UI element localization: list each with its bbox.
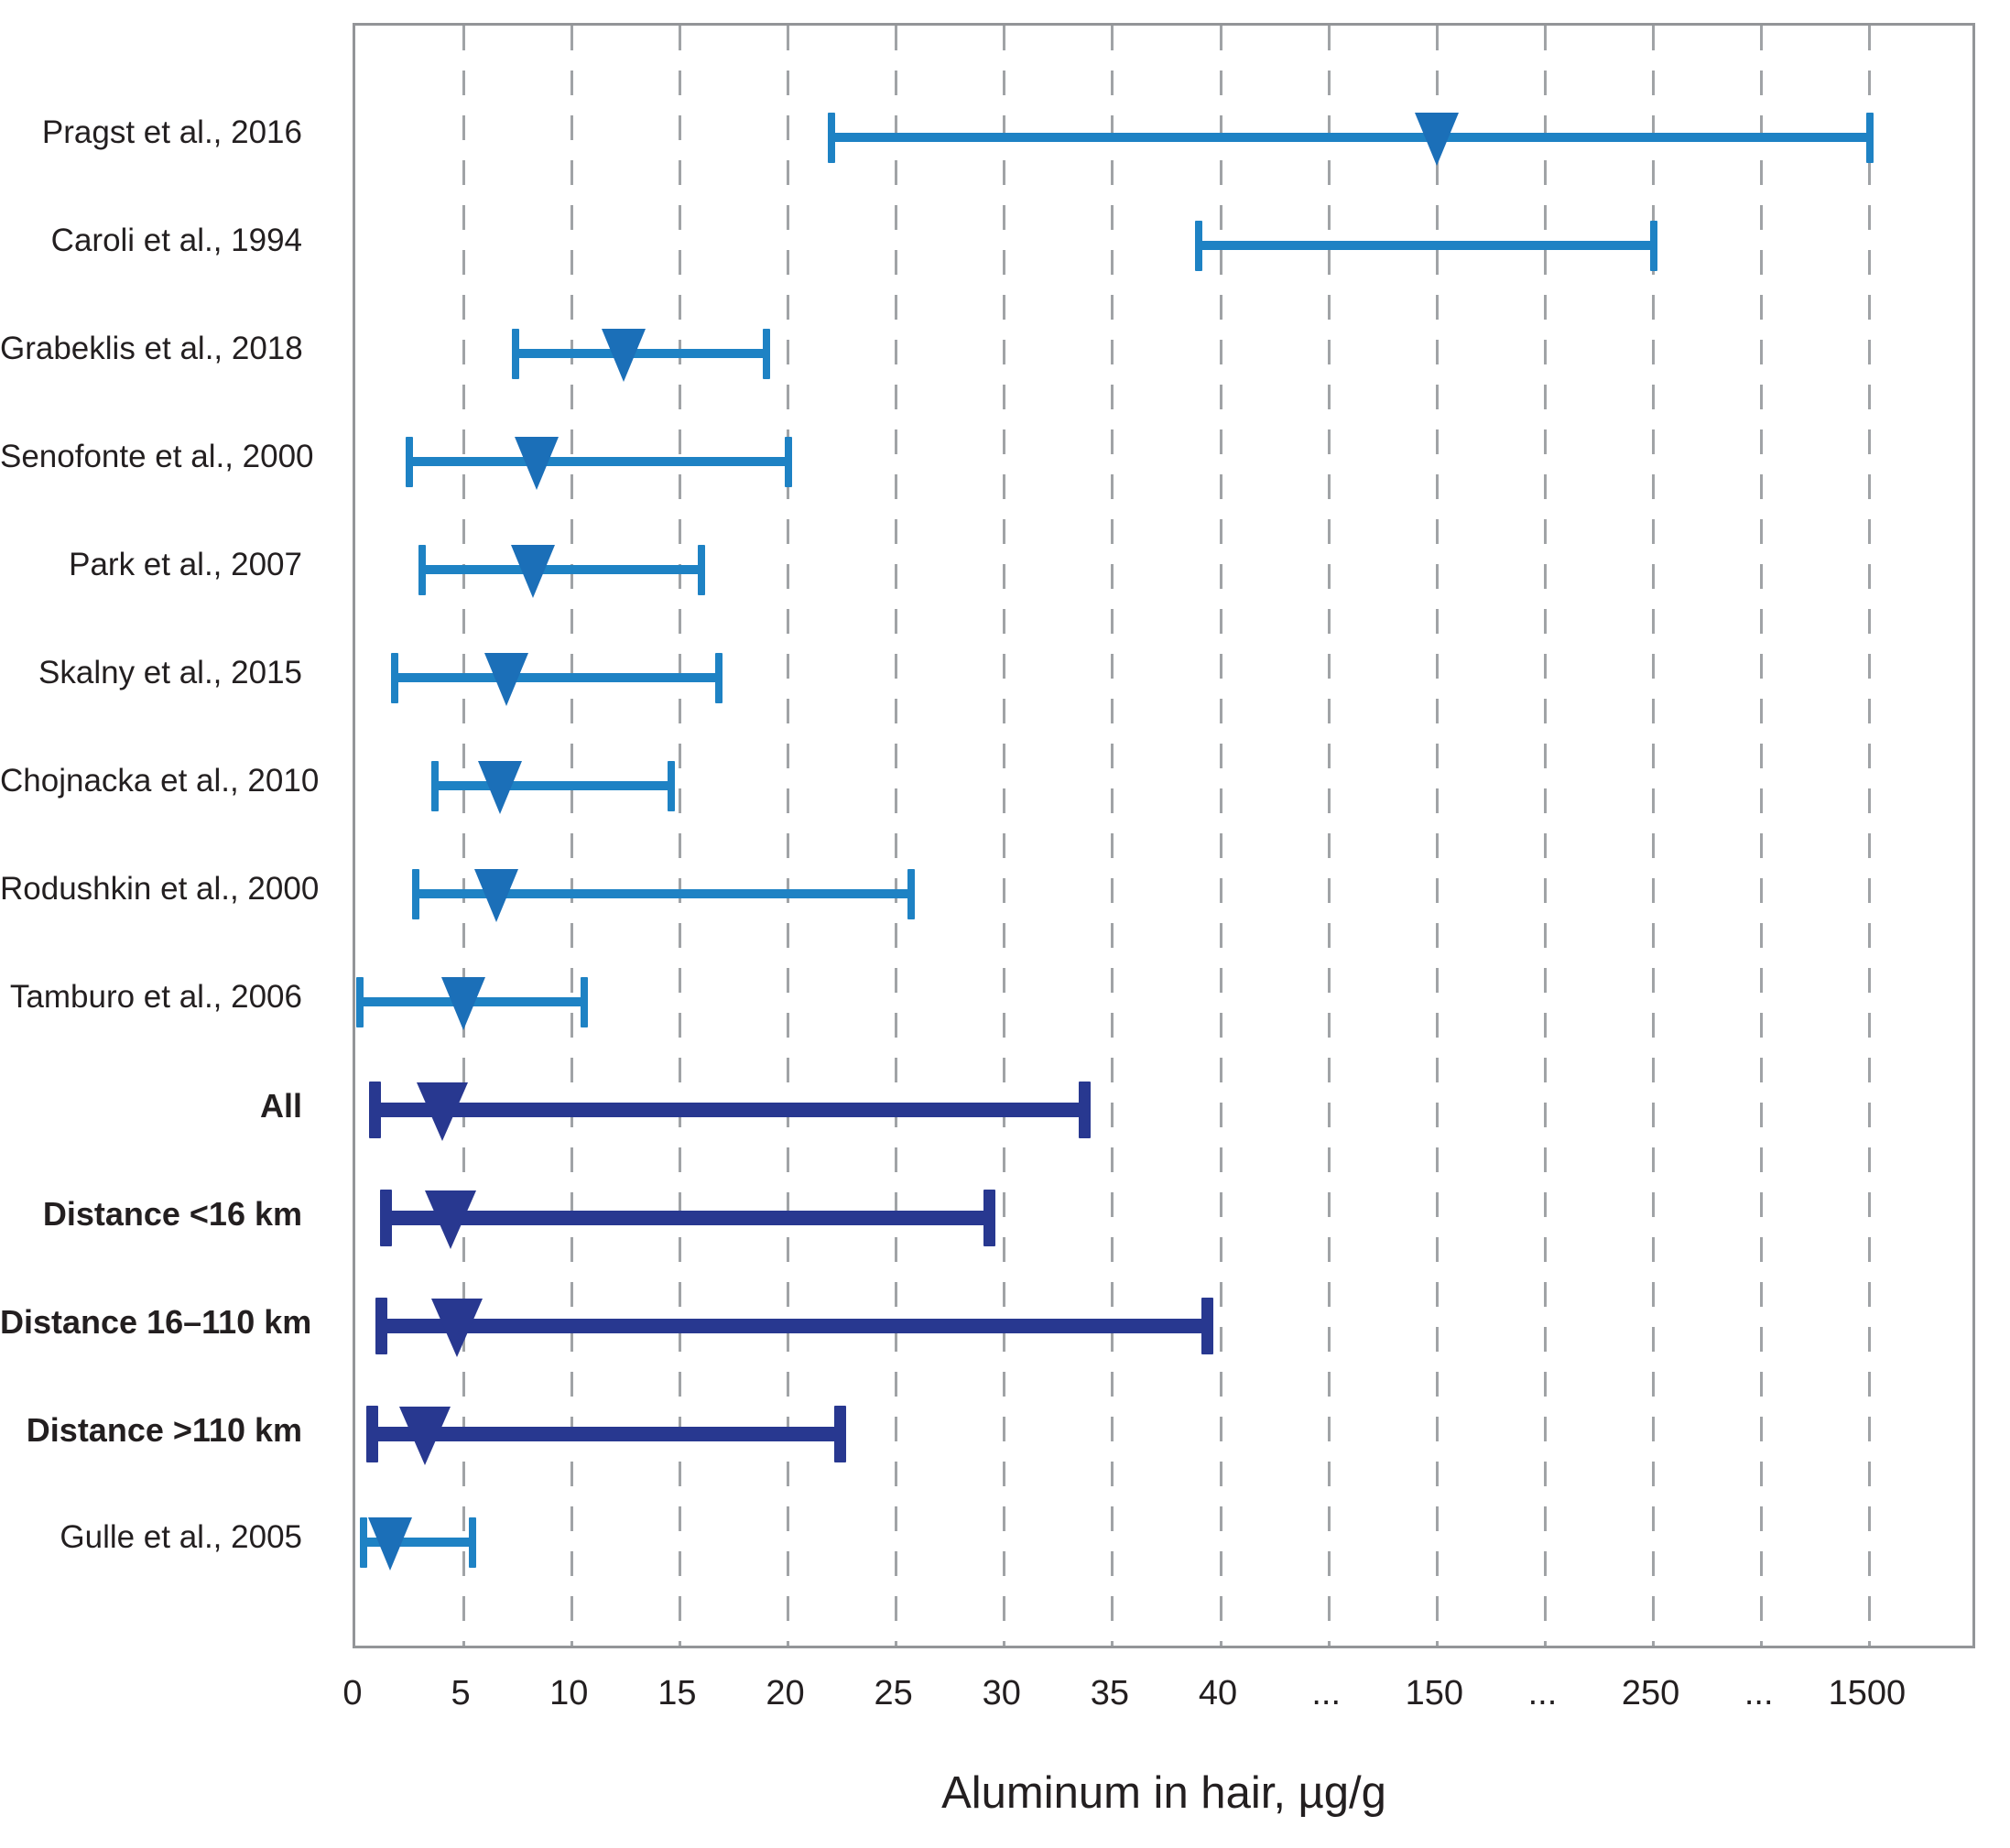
- error-bar-cap-min: [511, 328, 519, 379]
- error-bar-line: [416, 889, 912, 898]
- marker-triangle: [1415, 112, 1460, 166]
- x-tick-label: 40: [1198, 1674, 1238, 1712]
- error-bar-cap-max: [983, 1190, 995, 1246]
- marker-triangle: [431, 1298, 483, 1357]
- error-bar-cap-min: [360, 1516, 368, 1568]
- error-bar-cap-min: [355, 976, 364, 1027]
- row-label: Rodushkin et al., 2000: [0, 871, 320, 907]
- error-bar-cap-min: [406, 436, 414, 487]
- error-bar-line: [409, 457, 788, 466]
- row-label: Caroli et al., 1994: [50, 223, 302, 258]
- marker-triangle: [515, 436, 560, 490]
- error-bar-line: [394, 673, 719, 682]
- error-bar-cap-max: [1865, 112, 1874, 163]
- error-bar-cap-max: [667, 760, 675, 811]
- row-label: Pragst et al., 2016: [41, 114, 302, 150]
- row-label: Distance <16 km: [42, 1195, 302, 1233]
- error-bar-line: [381, 1319, 1208, 1333]
- error-bar-cap-min: [390, 652, 398, 703]
- x-tick-label: ...: [1744, 1674, 1774, 1712]
- row-label: Tamburo et al., 2006: [9, 979, 302, 1015]
- error-bar-cap-max: [1078, 1082, 1091, 1138]
- error-bar-cap-max: [698, 544, 706, 595]
- marker-triangle: [601, 328, 646, 382]
- row-label: Distance 16–110 km: [0, 1303, 312, 1341]
- error-bar-cap-max: [581, 976, 589, 1027]
- error-bar-cap-max: [784, 436, 792, 487]
- error-bar-cap-min: [375, 1298, 387, 1354]
- plot-area: [353, 23, 1975, 1648]
- gridline-250: [1652, 26, 1656, 1646]
- marker-triangle: [398, 1406, 451, 1465]
- gridline-150: [1435, 26, 1439, 1646]
- error-bar-cap-min: [366, 1406, 379, 1462]
- error-bar-cap-min: [827, 112, 835, 163]
- x-tick-label: ...: [1311, 1674, 1342, 1712]
- error-bar-cap-min: [1195, 220, 1203, 271]
- gridline-35: [1111, 26, 1114, 1646]
- gridline-40: [1219, 26, 1222, 1646]
- gridline-15: [678, 26, 681, 1646]
- error-bar-line: [386, 1211, 990, 1225]
- row-label: Senofonte et al., 2000: [0, 439, 314, 474]
- gridline-25: [895, 26, 898, 1646]
- marker-triangle: [441, 976, 486, 1030]
- x-tick-label: 25: [874, 1674, 913, 1712]
- x-tick-label: 0: [342, 1674, 363, 1712]
- x-tick-label: ...: [1527, 1674, 1558, 1712]
- marker-triangle: [424, 1190, 476, 1249]
- error-bar-cap-min: [412, 868, 420, 919]
- row-label: Chojnacka et al., 2010: [0, 763, 320, 799]
- gridline-dotdotdot: [1543, 26, 1547, 1646]
- error-bar-line: [375, 1103, 1085, 1117]
- row-label: Distance >110 km: [26, 1411, 302, 1449]
- x-tick-label: 150: [1405, 1674, 1464, 1712]
- x-tick-label: 35: [1090, 1674, 1130, 1712]
- gridline-dotdotdot: [1760, 26, 1764, 1646]
- error-bar-cap-min: [431, 760, 440, 811]
- marker-triangle: [478, 760, 523, 814]
- row-label: Grabeklis et al., 2018: [0, 331, 303, 366]
- gridline-10: [570, 26, 573, 1646]
- error-bar-line: [364, 1538, 473, 1547]
- x-tick-label: 1500: [1828, 1674, 1907, 1712]
- x-tick-label: 30: [982, 1674, 1021, 1712]
- marker-triangle: [484, 652, 529, 706]
- error-bar-line: [422, 565, 702, 574]
- x-tick-label: 250: [1621, 1674, 1680, 1712]
- error-bar-cap-max: [762, 328, 770, 379]
- x-tick-label: 20: [766, 1674, 805, 1712]
- row-label: Skalny et al., 2015: [38, 655, 302, 690]
- gridline-5: [462, 26, 465, 1646]
- error-bar-cap-max: [907, 868, 916, 919]
- error-bar-cap-max: [1649, 220, 1657, 271]
- error-bar-cap-min: [379, 1190, 392, 1246]
- row-label: Gulle et al., 2005: [60, 1519, 302, 1555]
- x-tick-label: 15: [657, 1674, 697, 1712]
- error-bar-cap-min: [368, 1082, 381, 1138]
- row-label: All: [259, 1087, 302, 1125]
- marker-triangle: [473, 868, 518, 922]
- gridline-30: [1003, 26, 1006, 1646]
- marker-triangle: [510, 544, 555, 598]
- marker-triangle: [367, 1516, 412, 1571]
- error-bar-line: [435, 781, 671, 790]
- gridline-20: [787, 26, 790, 1646]
- gridline-dotdotdot: [1327, 26, 1331, 1646]
- row-label: Park et al., 2007: [69, 547, 302, 582]
- error-bar-cap-min: [418, 544, 427, 595]
- x-axis-title: Aluminum in hair, µg/g: [941, 1768, 1386, 1818]
- marker-triangle: [416, 1082, 468, 1141]
- error-bar-cap-max: [714, 652, 723, 703]
- error-bar-cap-max: [833, 1406, 846, 1462]
- x-tick-label: 5: [451, 1674, 471, 1712]
- gridline-1500: [1868, 26, 1872, 1646]
- error-bar-line: [831, 133, 1870, 142]
- error-bar-line: [372, 1427, 841, 1441]
- x-tick-label: 10: [549, 1674, 589, 1712]
- error-bar-cap-max: [468, 1516, 476, 1568]
- error-bar-line: [1199, 241, 1654, 250]
- error-bar-cap-max: [1201, 1298, 1214, 1354]
